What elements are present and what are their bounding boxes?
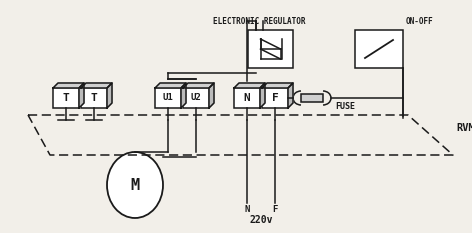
Polygon shape [79, 83, 84, 108]
Text: F: F [272, 205, 278, 214]
Polygon shape [234, 83, 265, 88]
Text: F: F [271, 93, 278, 103]
Text: ELECTRONIC REGULATOR: ELECTRONIC REGULATOR [213, 17, 305, 26]
Polygon shape [107, 83, 112, 108]
Bar [81, 88, 107, 108]
Text: M: M [130, 178, 140, 192]
Text: FUSE: FUSE [335, 102, 355, 111]
Text: U2: U2 [191, 93, 202, 103]
Polygon shape [260, 83, 265, 108]
Bar [183, 88, 209, 108]
Bar [155, 88, 181, 108]
Polygon shape [209, 83, 214, 108]
Ellipse shape [107, 152, 163, 218]
Bar [248, 30, 293, 68]
Polygon shape [183, 83, 214, 88]
Bar [301, 94, 323, 102]
Polygon shape [81, 83, 112, 88]
Text: T: T [63, 93, 69, 103]
Polygon shape [53, 83, 84, 88]
Bar [234, 88, 260, 108]
Polygon shape [181, 83, 186, 108]
Text: N: N [244, 205, 250, 214]
Polygon shape [155, 83, 186, 88]
Text: U1: U1 [163, 93, 173, 103]
Text: 220v: 220v [249, 215, 273, 225]
Text: RVM4: RVM4 [456, 123, 472, 133]
Bar [355, 30, 403, 68]
Text: N: N [244, 93, 250, 103]
Text: T: T [91, 93, 97, 103]
Bar [262, 88, 288, 108]
Polygon shape [288, 83, 293, 108]
Text: ON-OFF: ON-OFF [406, 17, 434, 26]
Polygon shape [262, 83, 293, 88]
Bar [53, 88, 79, 108]
